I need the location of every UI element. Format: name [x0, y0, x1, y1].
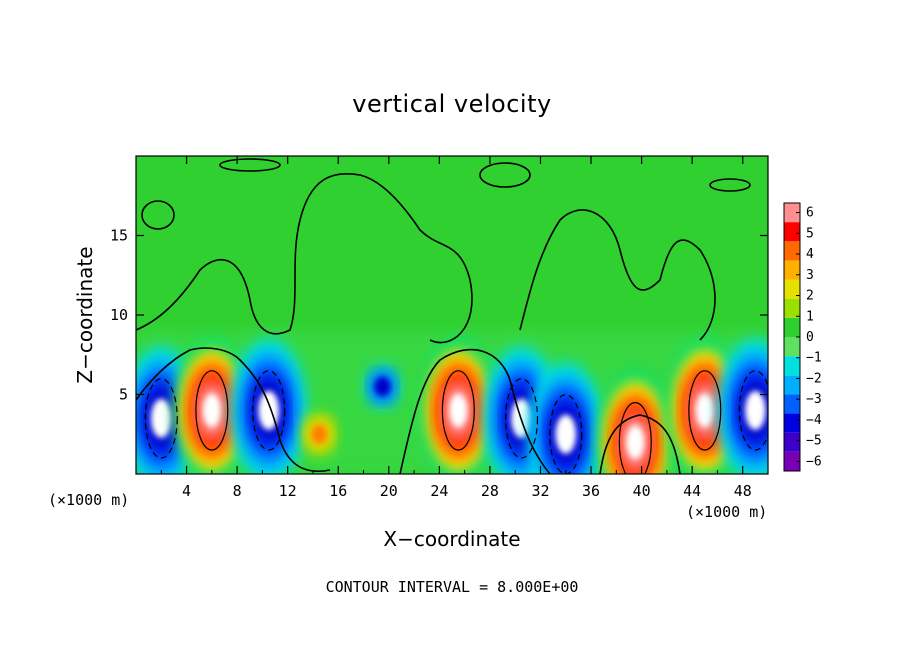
velocity-cell — [230, 338, 307, 474]
cell-band — [555, 414, 577, 454]
colorbar-swatch — [784, 222, 800, 242]
colorbar-swatch — [784, 337, 800, 357]
contour-line — [399, 348, 551, 474]
x-tick-label: 16 — [329, 482, 347, 500]
contour-ring — [479, 162, 531, 188]
colorbar-label: −3 — [806, 392, 822, 407]
colorbar-label: 6 — [806, 206, 814, 221]
x-tick-label: 28 — [481, 482, 499, 500]
y-tick-label: 15 — [110, 227, 128, 245]
y-units-label: (×1000 m) — [48, 491, 129, 509]
x-axis-label: X−coordinate — [383, 527, 520, 551]
colorbar-label: 5 — [806, 226, 814, 241]
colorbar-swatch — [784, 432, 800, 452]
contour-ring — [709, 178, 751, 192]
cell-contour — [688, 370, 722, 451]
colorbar: 6 5 4 3 2 1 0 −1 −2 −3 −4 −5 −6 — [783, 202, 822, 472]
cell-band — [203, 393, 221, 428]
x-tick-label: 24 — [430, 482, 448, 500]
colorbar-label: −1 — [806, 351, 822, 366]
velocity-cell — [420, 338, 497, 474]
colorbar-swatch — [784, 394, 800, 414]
cell-band — [696, 393, 714, 428]
colorbar-label: −4 — [806, 413, 822, 428]
cell-contour — [252, 370, 286, 451]
colorbar-swatch — [784, 279, 800, 299]
colorbar-label: 0 — [806, 330, 814, 345]
contour-line — [599, 414, 681, 474]
colorbar-label: 4 — [806, 247, 814, 262]
colorbar-swatch — [784, 203, 800, 223]
colorbar-swatch — [784, 413, 800, 433]
x-tick-label: 32 — [531, 482, 549, 500]
x-units-label: (×1000 m) — [686, 503, 767, 521]
colorbar-label: 1 — [806, 309, 814, 324]
cell-band — [150, 398, 172, 438]
cell-contour — [144, 378, 178, 459]
cell-contours — [144, 370, 768, 474]
x-tick-label: 36 — [582, 482, 600, 500]
cell-band — [626, 425, 645, 459]
colorbar-swatch — [784, 317, 800, 337]
velocity-cell — [173, 338, 250, 474]
contour-ring — [219, 158, 281, 172]
colorbar-label: 2 — [806, 289, 814, 304]
x-axis: 4 8 12 16 20 24 28 32 36 40 44 48 — [160, 156, 752, 500]
colorbar-swatch — [784, 241, 800, 261]
x-tick-label: 44 — [683, 482, 701, 500]
cell-contour — [441, 370, 475, 451]
contour-line — [136, 347, 331, 473]
contour-ring — [141, 200, 175, 230]
colorbar-label: −2 — [806, 371, 822, 386]
contour-line — [136, 173, 473, 344]
chart-title: vertical velocity — [352, 90, 551, 118]
velocity-cell — [301, 412, 338, 457]
x-tick-label: 8 — [233, 482, 242, 500]
contour-line — [519, 209, 716, 341]
colorbar-swatch — [784, 298, 800, 318]
contour-lines — [136, 158, 751, 474]
cell-contour — [195, 370, 229, 451]
cell-contour — [618, 402, 652, 474]
cell-band — [449, 393, 468, 428]
cell-band — [311, 424, 327, 444]
plot-area — [136, 156, 768, 474]
cell-band — [374, 377, 391, 396]
colorbar-label: −5 — [806, 434, 822, 449]
colorbar-swatch — [784, 451, 800, 471]
y-axis: 5 10 15 — [110, 227, 768, 404]
contour-interval-label: CONTOUR INTERVAL = 8.000E+00 — [326, 578, 579, 596]
velocity-cells — [136, 338, 768, 474]
y-tick-label: 10 — [110, 306, 128, 324]
x-tick-label: 40 — [633, 482, 651, 500]
x-tick-label: 20 — [380, 482, 398, 500]
y-tick-label: 5 — [119, 386, 128, 404]
colorbar-swatch — [784, 375, 800, 395]
velocity-cell — [364, 364, 401, 409]
cell-contour — [504, 378, 539, 459]
cell-band — [744, 390, 766, 431]
x-tick-label: 4 — [182, 482, 191, 500]
colorbar-label: 3 — [806, 268, 814, 283]
velocity-cell — [717, 338, 768, 474]
y-axis-label: Z−coordinate — [73, 246, 97, 383]
x-tick-label: 48 — [734, 482, 752, 500]
colorbar-label: −6 — [806, 454, 822, 469]
x-tick-label: 12 — [279, 482, 297, 500]
colorbar-swatch — [784, 356, 800, 376]
colorbar-swatch — [784, 260, 800, 280]
cell-contour — [738, 370, 768, 451]
